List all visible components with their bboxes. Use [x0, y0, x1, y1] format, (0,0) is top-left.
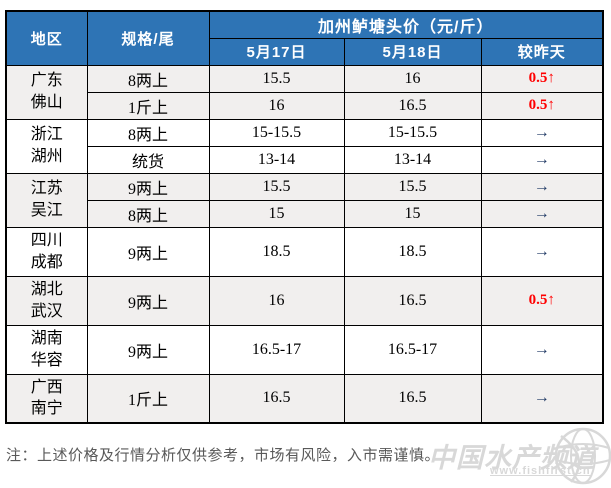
price-day2-cell: 16.5	[343, 91, 482, 120]
price-day1-cell: 16	[208, 91, 345, 120]
price-day1-cell: 16.5	[208, 373, 345, 424]
price-day1-cell: 16.5-17	[208, 324, 345, 375]
region-cell: 四川 成都	[5, 226, 88, 277]
region-line: 湖南	[30, 329, 63, 347]
price-day1-cell: 15.5	[208, 172, 345, 201]
table-row: 湖南 华容 9两上 16.5-17 16.5-17 →	[5, 324, 604, 375]
price-table: 地区 规格/尾 加州鲈塘头价（元/斤） 5月17日 5月18日 较昨天 广东 佛…	[5, 10, 604, 424]
region-line: 成都	[30, 253, 63, 271]
price-day1-cell: 13-14	[208, 145, 345, 174]
header-day2: 5月18日	[343, 37, 482, 66]
table-row: 湖北 武汉 9两上 16 16.5 0.5↑	[5, 275, 604, 326]
watermark-url: www.fishfirst.cn	[490, 465, 591, 477]
change-cell: 0.5↑	[480, 275, 604, 326]
header-region: 地区	[5, 10, 88, 66]
region-line: 南宁	[30, 400, 63, 418]
change-cell: 0.5↑	[480, 64, 604, 93]
spec-cell: 9两上	[86, 226, 210, 277]
globe-icon	[554, 427, 611, 485]
region-line: 吴江	[30, 202, 63, 219]
table-row: 浙江 湖州 8两上 15-15.5 15-15.5 →	[5, 118, 604, 174]
price-day1-cell: 18.5	[208, 226, 345, 277]
change-cell: →	[480, 172, 604, 201]
table-row: 1斤上 16 16.5 0.5↑	[6, 91, 604, 120]
price-day2-cell: 15	[343, 199, 482, 228]
price-day2-cell: 16.5-17	[343, 324, 482, 375]
region-line: 佛山	[30, 94, 63, 111]
spec-cell: 9两上	[86, 324, 210, 375]
header-row-2: 5月17日 5月18日 较昨天	[6, 37, 604, 66]
change-cell: →	[480, 373, 604, 424]
region-line: 湖州	[30, 148, 63, 165]
spec-cell: 9两上	[86, 172, 210, 201]
region-cell: 广东 佛山	[5, 64, 88, 120]
spec-cell: 9两上	[86, 275, 210, 326]
region-line: 江苏	[30, 180, 63, 198]
watermark-title: 中国水产频道	[428, 443, 596, 473]
region-cell: 湖南 华容	[5, 324, 88, 375]
spec-cell: 1斤上	[86, 373, 210, 424]
price-day1-cell: 15.5	[208, 64, 345, 93]
spec-cell: 8两上	[86, 118, 210, 147]
price-day2-cell: 16.5	[343, 373, 482, 424]
header-price-group: 加州鲈塘头价（元/斤）	[208, 10, 604, 39]
region-cell: 湖北 武汉	[5, 275, 88, 326]
change-cell: →	[480, 324, 604, 375]
table-row: 统货 13-14 13-14 →	[6, 145, 604, 174]
region-cell: 江苏 吴江	[5, 172, 88, 228]
change-cell: →	[480, 226, 604, 277]
table-row: 广东 佛山 8两上 15.5 16 0.5↑	[5, 64, 604, 120]
header-spec: 规格/尾	[86, 10, 210, 66]
region-line: 湖北	[30, 280, 63, 298]
spec-cell: 8两上	[86, 199, 210, 228]
price-day1-cell: 16	[208, 275, 345, 326]
price-day2-cell: 13-14	[343, 145, 482, 174]
price-day1-cell: 15	[208, 199, 345, 228]
table-row: 四川 成都 9两上 18.5 18.5 →	[5, 226, 604, 277]
price-day2-cell: 15.5	[343, 172, 482, 201]
price-day2-cell: 18.5	[343, 226, 482, 277]
disclaimer-note: 注：上述价格及行情分析仅供参考，市场有风险，入市需谨慎。	[6, 447, 441, 464]
region-line: 广东	[30, 72, 63, 90]
region-line: 浙江	[30, 126, 63, 144]
table-row: 广西 南宁 1斤上 16.5 16.5 →	[5, 373, 604, 424]
region-cell: 浙江 湖州	[5, 118, 88, 174]
price-day1-cell: 15-15.5	[208, 118, 345, 147]
region-cell: 广西 南宁	[5, 373, 88, 424]
region-line: 华容	[30, 351, 63, 369]
change-cell: →	[480, 118, 604, 147]
spec-cell: 统货	[86, 145, 210, 174]
change-cell: →	[480, 145, 604, 174]
price-day2-cell: 16.5	[343, 275, 482, 326]
change-cell: →	[480, 199, 604, 228]
header-change: 较昨天	[480, 37, 604, 66]
table-row: 8两上 15 15 →	[6, 199, 604, 228]
spec-cell: 1斤上	[86, 91, 210, 120]
region-line: 广西	[30, 378, 63, 396]
watermark: 中国水产频道 www.fishfirst.cn	[428, 427, 611, 485]
table-row: 江苏 吴江 9两上 15.5 15.5 →	[5, 172, 604, 228]
change-cell: 0.5↑	[480, 91, 604, 120]
region-line: 武汉	[30, 302, 63, 320]
spec-cell: 8两上	[86, 64, 210, 93]
header-row-1: 地区 规格/尾 加州鲈塘头价（元/斤）	[5, 10, 604, 66]
price-day2-cell: 15-15.5	[343, 118, 482, 147]
header-day1: 5月17日	[208, 37, 345, 66]
price-day2-cell: 16	[343, 64, 482, 93]
region-line: 四川	[30, 231, 63, 249]
